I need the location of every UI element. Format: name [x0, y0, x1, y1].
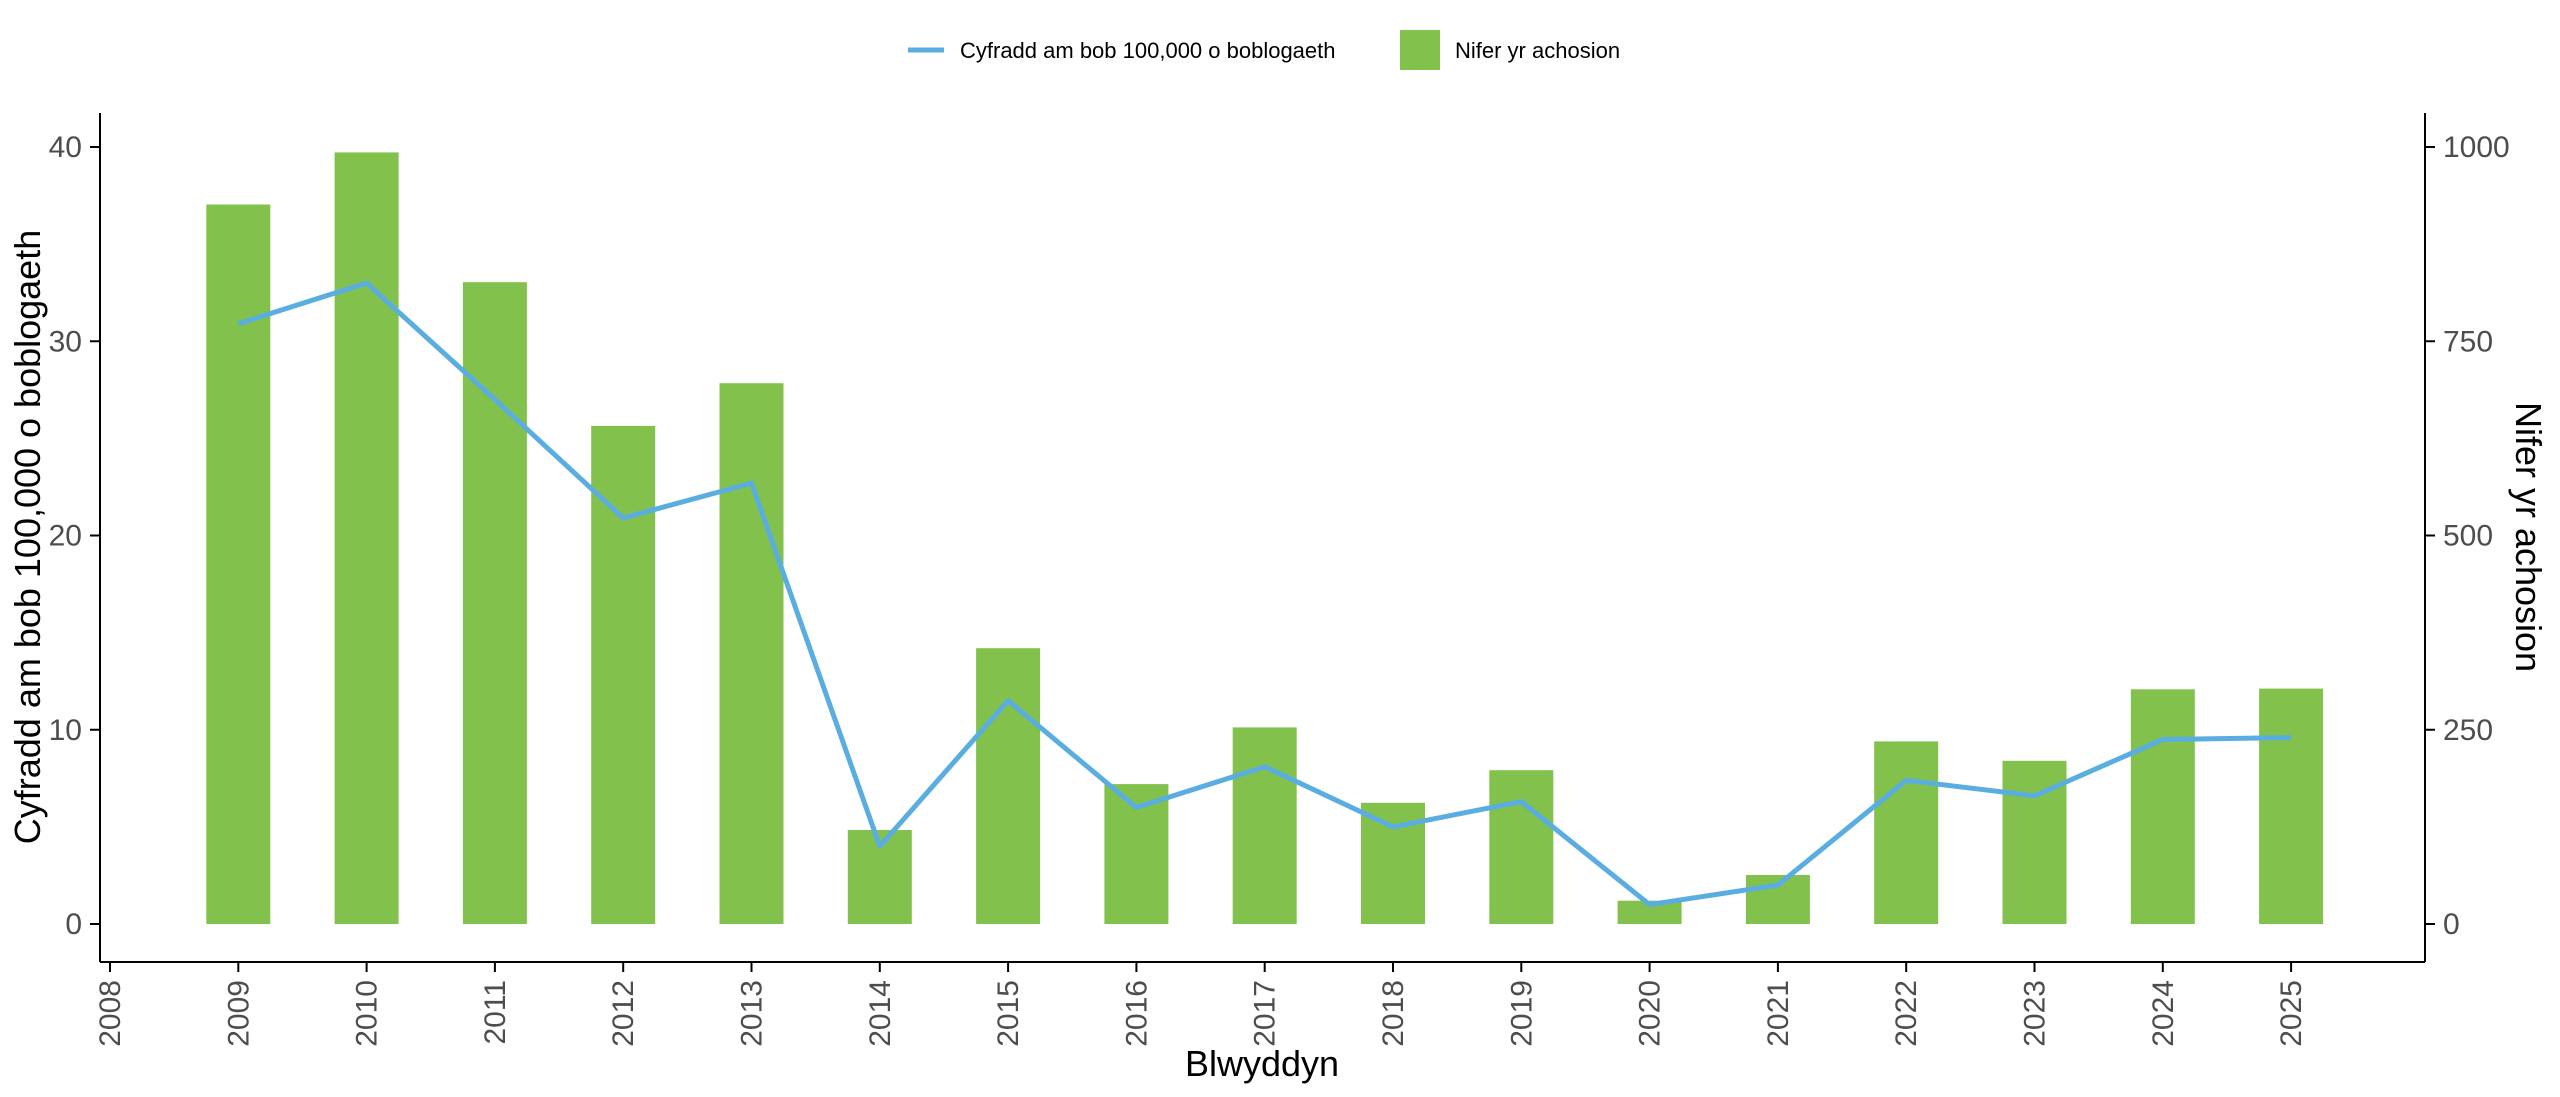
right-ticks: 0 250 500 750 1000 [2425, 131, 2510, 941]
left-tick-label: 30 [49, 325, 82, 358]
x-tick-label: 2014 [864, 980, 897, 1047]
right-tick-label: 250 [2443, 714, 2493, 747]
bar-2024 [2130, 689, 2195, 924]
left-tick-label: 10 [49, 714, 82, 747]
bar-2017 [1232, 727, 1297, 924]
x-tick-label: 2009 [222, 980, 255, 1047]
y-right-axis-title: Nifer yr achosion [2508, 402, 2549, 672]
bar-2019 [1489, 770, 1554, 924]
bar-2015 [976, 648, 1041, 924]
bars [206, 152, 2324, 924]
x-tick-label: 2016 [1120, 980, 1153, 1047]
bar-2022 [1874, 741, 1939, 924]
right-tick-label: 750 [2443, 325, 2493, 358]
x-tick-label: 2023 [2019, 980, 2052, 1047]
bar-2012 [591, 425, 656, 924]
bar-2011 [462, 282, 527, 924]
left-ticks: 0 10 20 30 40 [49, 131, 100, 941]
bar-2025 [2259, 688, 2324, 924]
bar-2020 [1617, 900, 1682, 924]
x-tick-label: 2010 [351, 980, 384, 1047]
legend-bar-label: Nifer yr achosion [1455, 38, 1620, 63]
axes: 0 10 20 30 40 0 250 500 750 1000 2008 2009 2010 201… [49, 113, 2510, 1047]
bar-2010 [334, 152, 399, 924]
left-tick-label: 0 [65, 908, 82, 941]
x-tick-label: 2020 [1634, 980, 1667, 1047]
x-ticks: 2008 2009 2010 2011 2012 2013 2014 2015 2016 2017… [94, 962, 2308, 1047]
left-tick-label: 40 [49, 131, 82, 164]
right-tick-label: 1000 [2443, 131, 2510, 164]
bar-2009 [206, 204, 271, 924]
x-tick-label: 2021 [1762, 980, 1795, 1047]
x-tick-label: 2019 [1505, 980, 1538, 1047]
x-tick-label: 2025 [2275, 980, 2308, 1047]
x-tick-label: 2017 [1249, 980, 1282, 1047]
rate-line [237, 280, 2292, 908]
legend-bar-swatch [1400, 30, 1440, 70]
x-tick-label: 2011 [479, 980, 512, 1045]
x-tick-label: 2013 [736, 980, 769, 1047]
right-tick-label: 500 [2443, 520, 2493, 553]
left-tick-label: 20 [49, 520, 82, 553]
x-tick-label: 2008 [94, 980, 127, 1047]
right-tick-label: 0 [2443, 908, 2460, 941]
y-left-axis-title: Cyfradd am bob 100,000 o boblogaeth [7, 230, 48, 844]
legend-line-label: Cyfradd am bob 100,000 o boblogaeth [960, 38, 1336, 63]
bar-2013 [719, 383, 784, 924]
x-tick-label: 2012 [607, 980, 640, 1047]
x-tick-label: 2018 [1377, 980, 1410, 1047]
line-layer [237, 280, 2292, 908]
x-tick-label: 2022 [1890, 980, 1923, 1047]
x-tick-label: 2024 [2147, 980, 2180, 1047]
legend: Cyfradd am bob 100,000 o boblogaeth Nife… [908, 30, 1620, 70]
x-tick-label: 2015 [992, 980, 1025, 1047]
x-axis-title: Blwyddyn [1185, 1043, 1339, 1084]
